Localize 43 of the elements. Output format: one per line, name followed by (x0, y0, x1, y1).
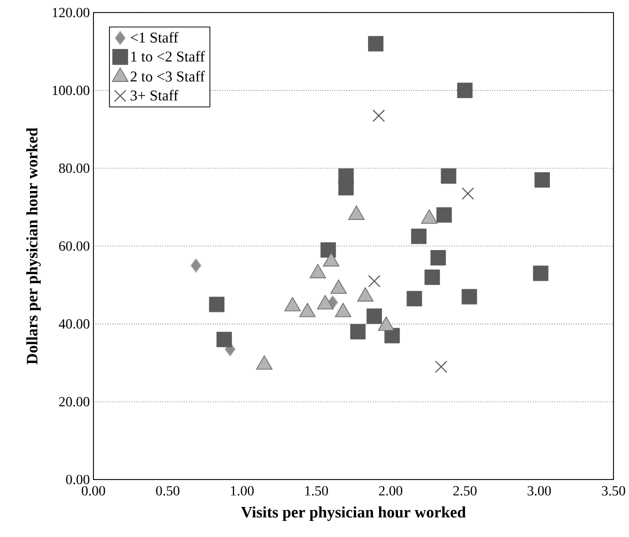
point (462, 188, 474, 200)
point (368, 275, 380, 288)
x-tick-label: 1.00 (231, 486, 254, 496)
legend-label: 2 to <3 Staff (130, 71, 205, 82)
point (532, 266, 548, 282)
point (434, 360, 448, 374)
point (462, 289, 478, 305)
point (534, 172, 550, 188)
y-tick-label: 120.00 (52, 8, 90, 18)
point (424, 270, 440, 286)
point (338, 180, 354, 196)
x-tick-label: 0.00 (82, 486, 106, 496)
legend-label: <1 Staff (130, 32, 178, 43)
point (366, 308, 382, 324)
point (350, 324, 366, 340)
point (368, 36, 384, 52)
point (320, 242, 336, 258)
x-tick-label: 1.50 (305, 486, 328, 496)
x-axis-title: Visits per physician hour worked (241, 506, 466, 522)
point (457, 82, 473, 98)
x-tick-label: 0.50 (156, 486, 180, 496)
y-axis-title: Dollars per physician hour worked (26, 128, 41, 365)
x-tick-label: 2.50 (453, 486, 477, 496)
x-tick-label: 3.00 (528, 486, 551, 496)
x-tick-label: 2.00 (379, 486, 402, 496)
x-tick-label: 3.50 (602, 486, 626, 496)
y-tick-label: 20.00 (59, 397, 90, 407)
point (440, 168, 456, 184)
point (406, 291, 422, 307)
legend-label: 3+ Staff (130, 90, 178, 101)
point (190, 258, 202, 274)
point (430, 250, 446, 266)
point (216, 332, 232, 348)
point (209, 296, 224, 312)
y-tick-label: 60.00 (59, 242, 90, 252)
point (436, 207, 452, 223)
point (372, 110, 385, 122)
y-tick-label: 40.00 (58, 319, 90, 329)
y-tick-label: 0.00 (66, 475, 90, 485)
point (411, 228, 427, 244)
y-tick-label: 100.00 (52, 86, 90, 96)
legend-label: 1 to <2 Staff (131, 51, 205, 62)
y-tick-label: 80.00 (59, 164, 90, 174)
